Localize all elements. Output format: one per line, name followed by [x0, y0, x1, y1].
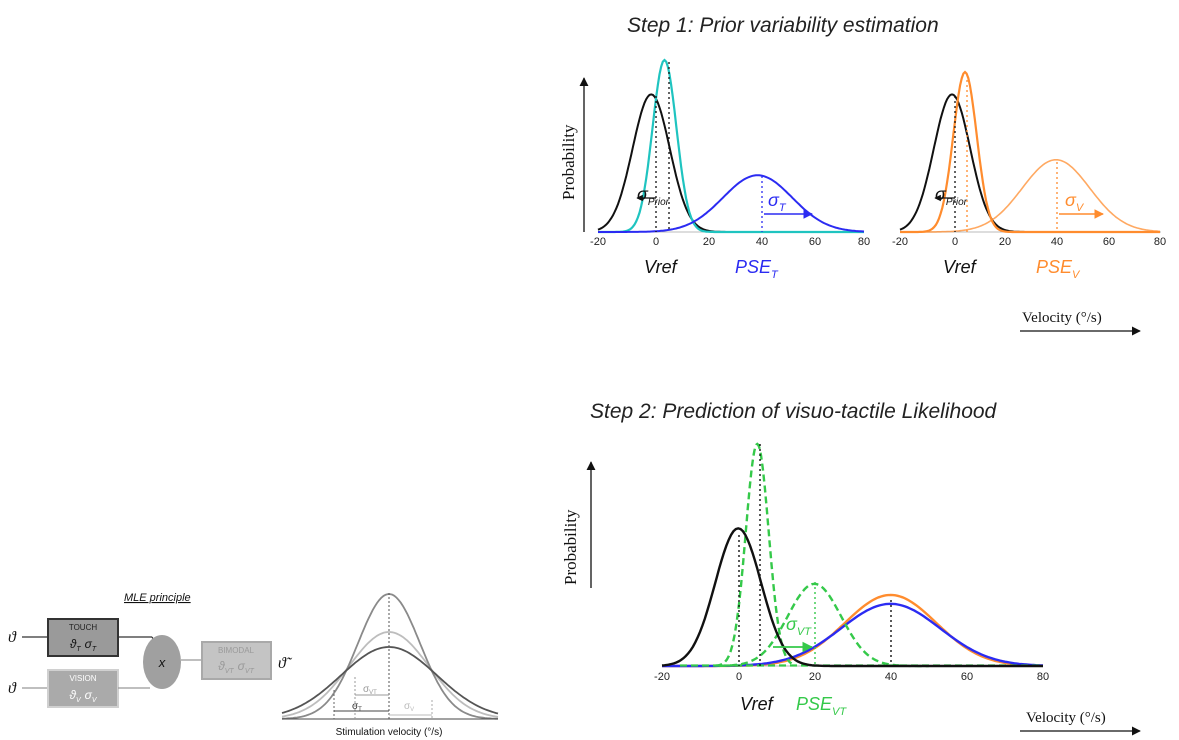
tick-label: 40 — [885, 671, 897, 683]
step2-panel: Step 2: Prediction of visuo-tactile Like… — [561, 400, 1141, 736]
multiply-node — [143, 635, 181, 689]
vision-input-symbol: ϑ — [8, 680, 17, 697]
sigma-t-label: σT — [768, 190, 787, 214]
step1-y-label: Probability — [559, 124, 578, 200]
tick-label: 80 — [1154, 236, 1166, 248]
step2-x-label: Velocity (°/s) — [1026, 710, 1106, 726]
tick-label: 60 — [809, 236, 821, 248]
series-touch-likelihood-curve — [598, 174, 865, 233]
series-prior-curve — [597, 93, 864, 233]
mle-bimodal-curve — [281, 593, 498, 720]
sigma-v-label: σV — [1065, 190, 1085, 214]
touch-box — [47, 618, 119, 657]
series-green-narrow-curve — [715, 442, 793, 667]
touch-params: ϑT σT — [70, 637, 97, 653]
pse-t-label: PSET — [735, 257, 779, 281]
touch-input-symbol: ϑ — [8, 629, 17, 646]
sigma-prior-label: σPrior — [637, 184, 670, 208]
vision-params: ϑV σV — [69, 688, 98, 704]
tick-label: 0 — [736, 671, 742, 683]
mle-diagram: MLE principle ϑ TOUCH ϑT σT ϑ VISION ϑV σV… — [8, 592, 499, 738]
step1-right-chart: -20 0 20 40 60 80 σPrior σV Vref PSEV — [892, 70, 1166, 281]
mle-touch-curve — [281, 646, 499, 715]
sigma-vt-label: σVT — [786, 614, 812, 638]
tick-label: 80 — [1037, 671, 1049, 683]
pse-vt-label: PSEVT — [796, 694, 847, 718]
series-touch-reference-curve — [598, 58, 864, 234]
mle-vision-curve — [281, 631, 499, 718]
step1-x-label: Velocity (°/s) — [1022, 310, 1102, 326]
vref-label: Vref — [740, 694, 775, 714]
mle-sigma-v-label: σV — [404, 701, 414, 713]
step1-title: Step 1: Prior variability estimation — [627, 14, 939, 37]
sigma-prior-label: σPrior — [935, 184, 968, 208]
tick-label: 0 — [952, 236, 958, 248]
series-vision-reference-curve — [900, 70, 1160, 234]
step2-ticks: -20 0 20 40 60 80 — [654, 671, 1049, 683]
tick-label: 20 — [703, 236, 715, 248]
bimodal-output-symbol: ϑ̃ — [278, 655, 293, 672]
vision-box — [47, 669, 119, 708]
tick-label: 20 — [999, 236, 1011, 248]
tick-label: -20 — [590, 236, 606, 248]
bimodal-box — [201, 641, 272, 680]
pse-v-label: PSEV — [1036, 257, 1081, 281]
mle-x-label: Stimulation velocity (°/s) — [336, 727, 443, 738]
tick-label: 0 — [653, 236, 659, 248]
series-prior-curve — [661, 527, 1043, 668]
bimodal-params: ϑVT σVT — [218, 659, 254, 675]
step1-left-ticks: -20 0 20 40 60 80 — [590, 236, 870, 248]
tick-label: 40 — [756, 236, 768, 248]
multiply-symbol: x — [158, 655, 166, 670]
series-prior-curve — [899, 93, 1160, 233]
step1-left-chart: -20 0 20 40 60 80 σPrior σT Vref PSET — [590, 58, 870, 281]
step1-panel: Step 1: Prior variability estimation Pro… — [559, 14, 1166, 336]
step2-y-label: Probability — [561, 509, 580, 585]
bimodal-label: BIMODAL — [218, 646, 255, 655]
vref-label: Vref — [644, 257, 679, 277]
tick-label: 60 — [961, 671, 973, 683]
step1-right-ticks: -20 0 20 40 60 80 — [892, 236, 1166, 248]
vision-label: VISION — [69, 674, 96, 683]
series-vision-likelihood-curve — [900, 159, 1161, 233]
vref-label: Vref — [943, 257, 978, 277]
tick-label: -20 — [892, 236, 908, 248]
tick-label: -20 — [654, 671, 670, 683]
tick-label: 80 — [858, 236, 870, 248]
mle-sigma-vt-label: σVT — [363, 684, 377, 696]
tick-label: 20 — [809, 671, 821, 683]
tick-label: 60 — [1103, 236, 1115, 248]
mle-sigma-t-label: σT — [352, 701, 362, 713]
touch-label: TOUCH — [69, 623, 98, 632]
step2-title: Step 2: Prediction of visuo-tactile Like… — [590, 400, 998, 423]
tick-label: 40 — [1051, 236, 1063, 248]
mle-title: MLE principle — [124, 592, 191, 604]
